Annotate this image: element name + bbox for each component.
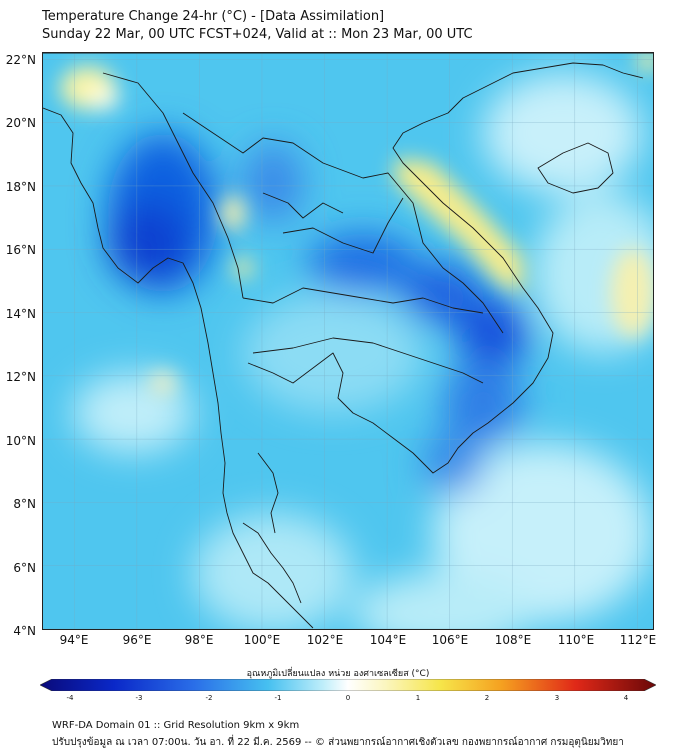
colorbar-tick: 3 xyxy=(554,694,560,702)
lat-tick: 22°N xyxy=(5,53,36,67)
footer-credit: ปรับปรุงข้อมูล ณ เวลา 07:00น. วัน อา. ที… xyxy=(52,737,624,748)
coastlines-borders xyxy=(43,53,653,629)
colorbar-tick: 2 xyxy=(484,694,490,702)
lon-tick: 96°E xyxy=(122,633,152,647)
temperature-change-map xyxy=(43,53,653,629)
warm-anomalies xyxy=(60,53,653,395)
lon-tick: 104°E xyxy=(369,633,407,647)
lat-tick: 14°N xyxy=(5,307,36,321)
footer-model-info: WRF-DA Domain 01 :: Grid Resolution 9km … xyxy=(52,720,300,731)
lat-tick: 4°N xyxy=(13,624,36,638)
colorbar-tick: 0 xyxy=(345,694,351,702)
lat-tick: 10°N xyxy=(5,434,36,448)
lat-tick: 6°N xyxy=(13,561,36,575)
lon-tick: 94°E xyxy=(59,633,89,647)
title-line-2: Sunday 22 Mar, 00 UTC FCST+024, Valid at… xyxy=(42,27,473,42)
colorbar xyxy=(40,679,656,691)
lon-tick: 102°E xyxy=(306,633,344,647)
lat-tick: 20°N xyxy=(5,116,36,130)
colorbar-label: อุณหภูมิเปลี่ยนแปลง หน่วย องศาเซลเซียส (… xyxy=(246,669,430,679)
warm-band xyxy=(393,158,523,293)
lon-tick: 106°E xyxy=(431,633,469,647)
colorbar-tick: -4 xyxy=(66,694,74,702)
colorbar-tick: 4 xyxy=(623,694,629,702)
lon-tick: 98°E xyxy=(184,633,214,647)
title-line-1: Temperature Change 24-hr (°C) - [Data As… xyxy=(42,9,385,24)
lon-tick: 110°E xyxy=(557,633,595,647)
lat-tick: 16°N xyxy=(5,243,36,257)
colorbar-tick: -1 xyxy=(274,694,282,702)
colorbar-tick: -3 xyxy=(135,694,143,702)
lon-tick: 100°E xyxy=(243,633,281,647)
graticule xyxy=(43,53,653,629)
chart-title: Temperature Change 24-hr (°C) - [Data As… xyxy=(42,8,473,44)
lon-tick: 112°E xyxy=(619,633,657,647)
colorbar-tick: -2 xyxy=(205,694,213,702)
colorbar-tick: 1 xyxy=(415,694,421,702)
temperature-field xyxy=(73,73,653,629)
lat-tick: 12°N xyxy=(5,370,36,384)
lon-tick: 108°E xyxy=(494,633,532,647)
lat-tick: 18°N xyxy=(5,180,36,194)
colorbar-scale xyxy=(40,679,656,691)
map-panel xyxy=(42,52,654,630)
lat-tick: 8°N xyxy=(13,497,36,511)
